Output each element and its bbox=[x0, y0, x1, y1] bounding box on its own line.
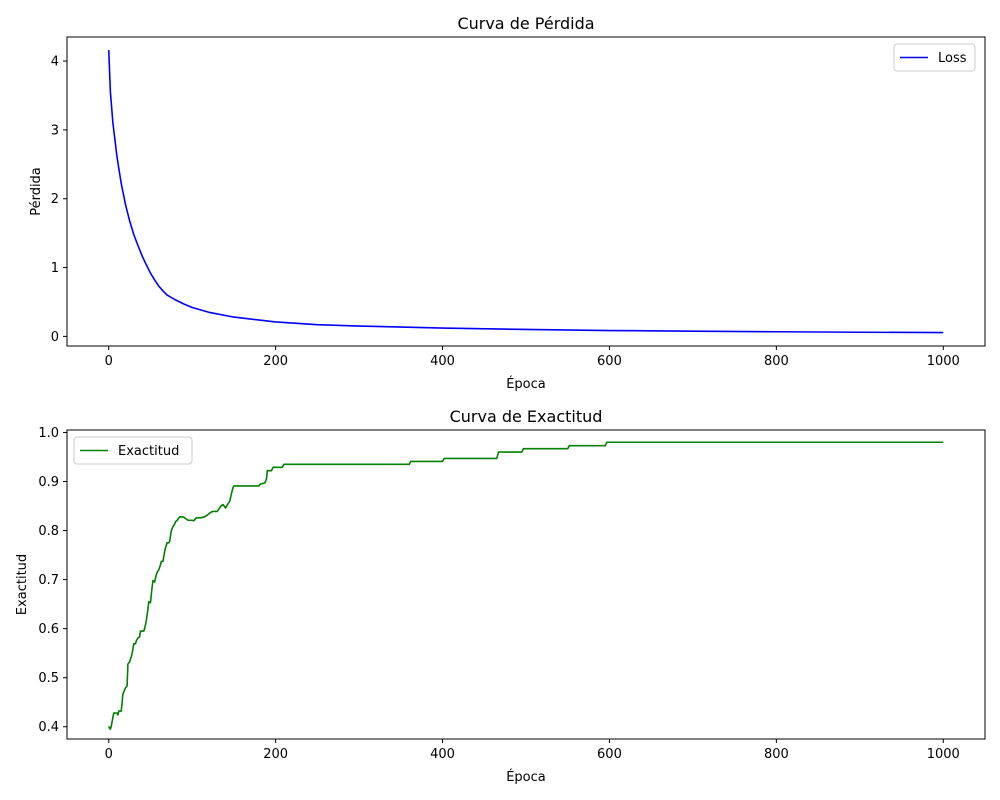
legend-label: Loss bbox=[938, 51, 967, 66]
x-tick-label: 0 bbox=[105, 354, 113, 369]
plot-area-frame bbox=[66, 36, 986, 347]
x-tick-label: 800 bbox=[764, 747, 789, 762]
y-tick-label: 0.7 bbox=[38, 573, 59, 588]
y-tick-label: 2 bbox=[51, 192, 59, 207]
y-tick-label: 0.5 bbox=[38, 671, 59, 686]
y-axis-label: Exactitud bbox=[15, 554, 30, 615]
x-tick-label: 1000 bbox=[927, 747, 960, 762]
x-axis-label: Época bbox=[506, 769, 546, 785]
x-tick-label: 200 bbox=[263, 747, 288, 762]
x-tick-label: 400 bbox=[430, 354, 455, 369]
chart-title: Curva de Pérdida bbox=[457, 14, 594, 33]
y-tick-label: 1.0 bbox=[38, 426, 59, 441]
x-tick-label: 600 bbox=[597, 747, 622, 762]
plot-area-frame bbox=[66, 429, 986, 740]
y-tick-label: 0.8 bbox=[38, 524, 59, 539]
series-line-loss bbox=[107, 50, 944, 334]
y-tick-label: 0.9 bbox=[38, 475, 59, 490]
y-tick-label: 0.4 bbox=[38, 720, 59, 735]
y-tick-label: 0.6 bbox=[38, 622, 59, 637]
legend-box bbox=[893, 43, 976, 72]
x-tick-label: 200 bbox=[263, 354, 288, 369]
legend-label: Exactitud bbox=[118, 444, 179, 459]
chart-title: Curva de Exactitud bbox=[450, 407, 603, 426]
x-tick-label: 600 bbox=[597, 354, 622, 369]
y-tick-label: 4 bbox=[51, 55, 59, 70]
y-tick-label: 0 bbox=[51, 330, 59, 345]
y-tick-label: 3 bbox=[51, 123, 59, 138]
x-axis-label: Época bbox=[506, 376, 546, 392]
legend-box bbox=[73, 436, 193, 465]
y-axis-label: Pérdida bbox=[29, 167, 44, 216]
x-tick-label: 400 bbox=[430, 747, 455, 762]
y-tick-label: 1 bbox=[51, 261, 59, 276]
x-tick-label: 0 bbox=[105, 747, 113, 762]
series-line-exactitud bbox=[107, 441, 944, 730]
x-tick-label: 800 bbox=[764, 354, 789, 369]
x-tick-label: 1000 bbox=[927, 354, 960, 369]
